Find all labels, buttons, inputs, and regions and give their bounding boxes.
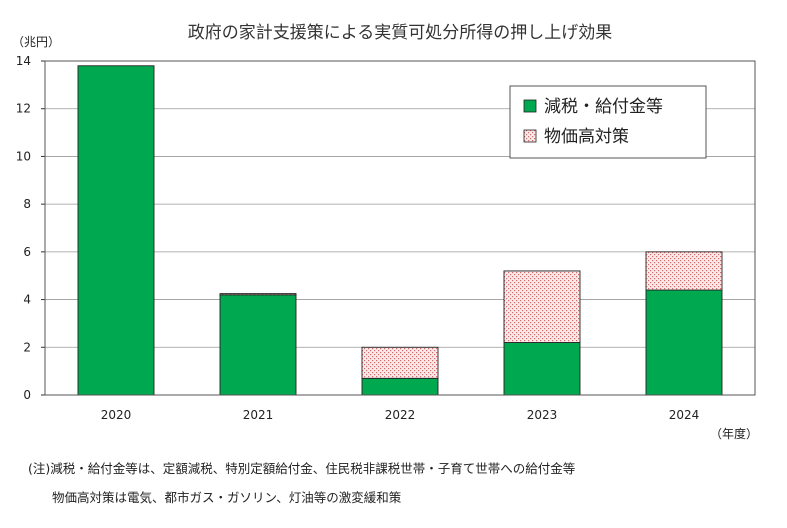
legend-label: 減税・給付金等 (544, 97, 663, 117)
y-tick-label: 2 (23, 340, 31, 354)
legend-box (509, 85, 707, 159)
bar-segment-price-measures (361, 346, 439, 379)
bar-segment-tax-benefit (361, 377, 439, 396)
y-tick-label: 6 (23, 245, 31, 259)
x-tick-label: 2024 (669, 408, 700, 422)
bar-segment-tax-benefit (219, 294, 297, 396)
plot-frame (44, 60, 756, 396)
bar-segment-price-measures (645, 251, 723, 291)
bar-segment-price-measures (219, 293, 297, 296)
bar-segment-price-measures (503, 270, 581, 343)
chart: 政府の家計支援策による実質可処分所得の押し上げ効果 （兆円） （年度） 0 2 4 6… (12, 23, 758, 440)
y-axis-unit: （兆円） (12, 35, 60, 49)
y-tick-label: 0 (23, 388, 31, 402)
bar-segment-tax-benefit (77, 65, 155, 396)
legend-label: 物価高対策 (544, 127, 629, 147)
legend-swatch-price-measures (523, 129, 537, 143)
bar-segment-tax-benefit (503, 342, 581, 396)
y-tick-label: 8 (23, 197, 31, 211)
x-tick-label: 2021 (243, 408, 274, 422)
y-tick-label: 14 (16, 54, 31, 68)
x-axis-unit: （年度） (710, 426, 758, 440)
x-tick-label: 2022 (385, 408, 416, 422)
x-tick-label: 2023 (527, 408, 558, 422)
bars (77, 65, 723, 396)
bar-segment-tax-benefit (645, 289, 723, 396)
legend-swatch-tax-benefit (523, 99, 537, 113)
note-line-1: (注)減税・給付金等は、定額減税、特別定額給付金、住民税非課税世帯・子育て世帯へ… (28, 461, 576, 476)
axes: 0 2 4 6 8 10 12 14 2020 2021 2022 2023 2024 (16, 54, 756, 422)
chart-title: 政府の家計支援策による実質可処分所得の押し上げ効果 (188, 23, 613, 43)
y-tick-label: 10 (16, 149, 31, 163)
note-line-2: 物価高対策は電気、都市ガス・ガソリン、灯油等の激変緩和策 (52, 490, 402, 505)
x-tick-label: 2020 (101, 408, 132, 422)
y-tick-label: 12 (16, 102, 31, 116)
y-tick-label: 4 (23, 293, 31, 307)
